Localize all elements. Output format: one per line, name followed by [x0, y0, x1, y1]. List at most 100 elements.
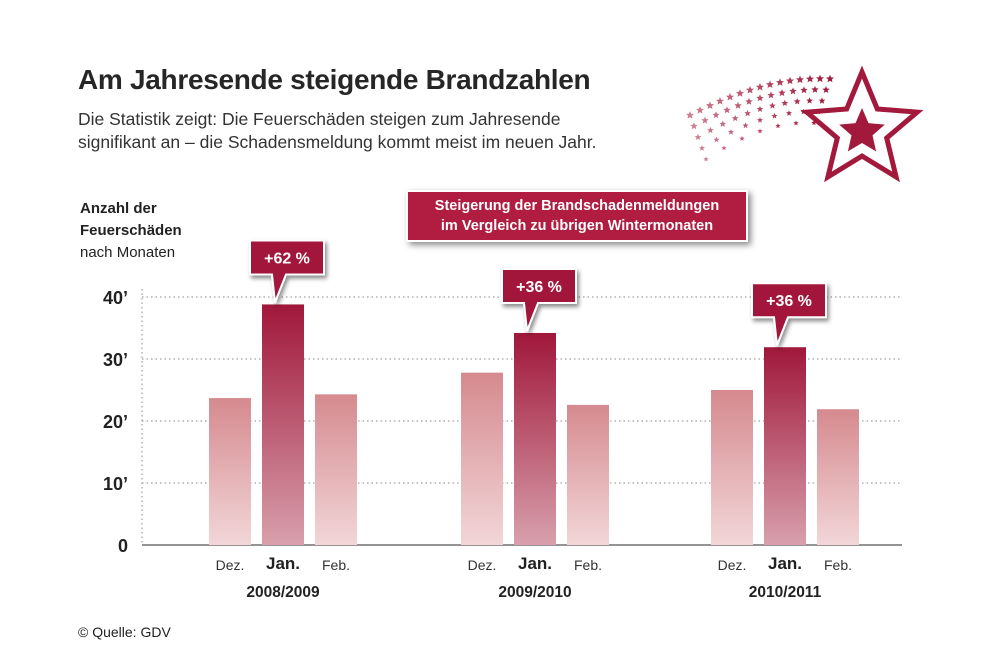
- season-label: 2009/2010: [498, 584, 571, 601]
- small-star-icon: [789, 87, 797, 95]
- month-label: Jan.: [518, 554, 552, 573]
- bar-feb-2010-2011: [817, 409, 859, 545]
- star-fill: [839, 108, 885, 152]
- small-star-icon: [756, 83, 764, 91]
- small-star-icon: [721, 145, 727, 151]
- small-star-icon: [778, 89, 786, 97]
- small-star-icon: [818, 97, 826, 104]
- increase-percent: +62 %: [264, 250, 310, 267]
- small-star-icon: [766, 80, 774, 88]
- small-star-icon: [793, 98, 801, 105]
- y-axis-label-line-1: Anzahl der: [80, 200, 157, 217]
- season-label: 2010/2011: [749, 584, 822, 601]
- small-star-icon: [756, 94, 764, 102]
- callout-shape: [501, 267, 577, 332]
- small-star-icon: [716, 97, 724, 105]
- increase-info-box: Steigerung der Brandschadenmeldungen im …: [406, 190, 748, 242]
- small-star-icon: [822, 86, 830, 93]
- month-label: Jan.: [266, 554, 300, 573]
- small-star-icon: [775, 123, 781, 129]
- source-note: © Quelle: GDV: [78, 624, 171, 640]
- small-star-icon: [736, 89, 744, 97]
- month-label: Dez.: [468, 557, 497, 573]
- small-star-icon: [811, 85, 819, 93]
- small-star-icon: [793, 120, 799, 126]
- increase-percent: +36 %: [516, 279, 562, 296]
- small-star-icon: [800, 108, 807, 115]
- small-star-icon: [723, 106, 731, 114]
- small-star-icon: [728, 129, 734, 135]
- small-star-icon: [806, 97, 813, 104]
- small-star-icon: [757, 128, 763, 134]
- small-star-icon: [796, 75, 804, 84]
- small-star-icon: [806, 74, 814, 83]
- callout-shape: [751, 282, 827, 346]
- y-tick-label: 0: [118, 536, 128, 556]
- bars: [209, 304, 859, 545]
- info-box-line-1: Steigerung der Brandschadenmeldungen: [434, 198, 720, 214]
- small-star-icon: [707, 126, 714, 134]
- small-star-icon: [734, 101, 742, 109]
- bar-jan-2010-2011: [764, 347, 806, 545]
- bar-dez-2008-2009: [209, 398, 251, 545]
- small-star-icon: [745, 97, 753, 105]
- subtitle-line-1: Die Statistik zeigt: Die Feuerschäden st…: [78, 109, 561, 129]
- info-box-line-2: im Vergleich zu übrigen Wintermonaten: [440, 218, 714, 234]
- bar-dez-2010-2011: [711, 390, 753, 545]
- chart-subtitle: Die Statistik zeigt: Die Feuerschäden st…: [78, 108, 678, 154]
- month-label: Feb.: [322, 557, 350, 573]
- small-star-icon: [696, 106, 704, 114]
- bar-jan-2009-2010: [514, 332, 556, 545]
- month-label: Feb.: [824, 557, 852, 573]
- small-star-icon: [816, 74, 824, 83]
- small-star-icon: [815, 108, 821, 115]
- small-star-icon: [703, 156, 709, 162]
- big-star-icon: [800, 65, 924, 183]
- y-tick-label: 30’: [103, 350, 128, 370]
- y-axis-label-line-2: Feuerschäden: [80, 222, 182, 239]
- small-star-icon: [731, 114, 739, 122]
- bar-jan-2008-2009: [262, 304, 304, 545]
- chart-title: Am Jahresende steigende Brandzahlen: [78, 64, 591, 95]
- small-star-icon: [713, 136, 720, 143]
- small-star-icon: [744, 109, 751, 117]
- y-axis-label-line-3: nach Monaten: [80, 244, 176, 261]
- season-label: 2008/2009: [246, 584, 320, 601]
- small-star-icon: [781, 99, 789, 106]
- bar-feb-2008-2009: [315, 394, 357, 545]
- small-star-icon: [712, 111, 720, 119]
- small-star-icon: [769, 102, 776, 109]
- small-star-icon: [719, 120, 727, 127]
- small-star-icon: [701, 116, 709, 124]
- small-star-icon: [771, 112, 778, 119]
- small-star-icon: [786, 110, 792, 116]
- y-tick-label: 40’: [103, 288, 128, 308]
- small-star-icon: [699, 145, 705, 151]
- y-axis: 0 10’ 20’ 30’ 40’: [103, 288, 143, 556]
- small-star-icon: [776, 78, 784, 86]
- small-star-icon: [739, 135, 745, 141]
- month-label: Feb.: [574, 557, 602, 573]
- increase-callout: [249, 239, 325, 303]
- small-star-icon: [786, 76, 794, 85]
- y-tick-label: 20’: [103, 412, 128, 432]
- small-star-icon: [800, 86, 808, 94]
- small-star-icon: [756, 105, 764, 112]
- y-tick-label: 10’: [103, 474, 128, 494]
- small-star-icon: [690, 122, 698, 130]
- bar-dez-2009-2010: [461, 372, 503, 545]
- small-star-icon: [757, 117, 763, 123]
- shooting-star-decoration: [686, 65, 924, 183]
- small-star-icon: [767, 91, 775, 99]
- increase-percent: +36 %: [766, 293, 812, 310]
- month-label: Dez.: [718, 557, 747, 573]
- small-star-icon: [746, 85, 754, 94]
- bar-feb-2009-2010: [567, 404, 609, 545]
- small-star-icon: [826, 74, 834, 83]
- subtitle-line-2: signifikant an – die Schadensmeldung kom…: [78, 132, 597, 152]
- small-star-icon: [686, 111, 694, 119]
- small-star-icon: [811, 120, 817, 126]
- month-label: Jan.: [768, 554, 802, 573]
